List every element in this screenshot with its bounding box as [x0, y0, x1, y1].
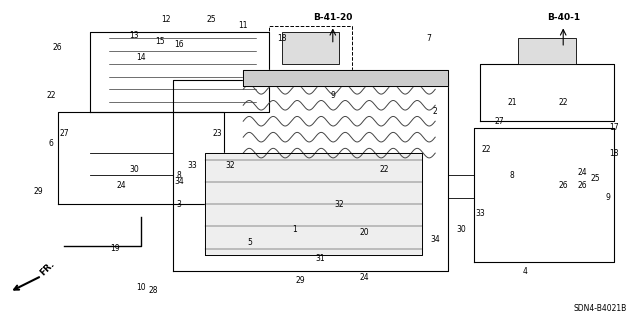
Text: 22: 22	[482, 145, 491, 154]
Text: SDN4-B4021B: SDN4-B4021B	[574, 304, 627, 313]
Polygon shape	[205, 153, 422, 255]
Polygon shape	[90, 32, 269, 112]
Text: 8: 8	[177, 171, 182, 180]
Text: 15: 15	[155, 37, 165, 46]
Text: 18: 18	[277, 34, 286, 43]
Polygon shape	[282, 32, 339, 64]
Polygon shape	[243, 70, 448, 86]
Text: 12: 12	[162, 15, 171, 24]
Text: 24: 24	[360, 273, 370, 282]
Text: 2: 2	[433, 107, 438, 116]
Text: 33: 33	[187, 161, 197, 170]
Text: 28: 28	[149, 286, 158, 295]
Text: B-41-20: B-41-20	[313, 13, 353, 22]
Text: 22: 22	[380, 165, 388, 174]
Text: 27: 27	[494, 117, 504, 126]
Text: 34: 34	[174, 177, 184, 186]
Polygon shape	[480, 64, 614, 121]
Text: 32: 32	[225, 161, 236, 170]
Text: FR.: FR.	[38, 259, 56, 278]
Text: 27: 27	[59, 130, 69, 138]
Text: 26: 26	[558, 181, 568, 189]
Text: 24: 24	[116, 181, 127, 189]
Text: 29: 29	[296, 276, 306, 285]
Text: 26: 26	[52, 43, 63, 52]
Text: 24: 24	[577, 168, 588, 177]
Text: 26: 26	[577, 181, 588, 189]
Text: 29: 29	[33, 187, 44, 196]
Polygon shape	[173, 80, 448, 271]
Text: 13: 13	[129, 31, 140, 40]
Text: 16: 16	[174, 40, 184, 49]
Text: 3: 3	[177, 200, 182, 209]
Text: 9: 9	[330, 91, 335, 100]
Polygon shape	[518, 38, 576, 64]
Text: 21: 21	[508, 98, 516, 107]
Text: 30: 30	[129, 165, 140, 174]
Text: 14: 14	[136, 53, 146, 62]
Text: 34: 34	[430, 235, 440, 244]
Text: 19: 19	[110, 244, 120, 253]
Polygon shape	[58, 112, 224, 204]
Text: 30: 30	[456, 225, 466, 234]
Text: 32: 32	[334, 200, 344, 209]
Text: 23: 23	[212, 130, 223, 138]
Text: 25: 25	[590, 174, 600, 183]
Text: 20: 20	[360, 228, 370, 237]
Text: 22: 22	[559, 98, 568, 107]
Text: 31: 31	[315, 254, 325, 263]
Text: 22: 22	[47, 91, 56, 100]
Text: 10: 10	[136, 283, 146, 292]
Text: 6: 6	[49, 139, 54, 148]
Text: 9: 9	[605, 193, 611, 202]
Text: 4: 4	[522, 267, 527, 276]
Text: 5: 5	[247, 238, 252, 247]
Text: 25: 25	[206, 15, 216, 24]
Text: 7: 7	[426, 34, 431, 43]
Text: 8: 8	[509, 171, 515, 180]
Text: 33: 33	[475, 209, 485, 218]
Text: 11: 11	[239, 21, 248, 30]
Text: B-40-1: B-40-1	[547, 13, 580, 22]
Polygon shape	[474, 128, 614, 262]
Text: 17: 17	[609, 123, 620, 132]
Text: 18: 18	[610, 149, 619, 158]
Text: 1: 1	[292, 225, 297, 234]
